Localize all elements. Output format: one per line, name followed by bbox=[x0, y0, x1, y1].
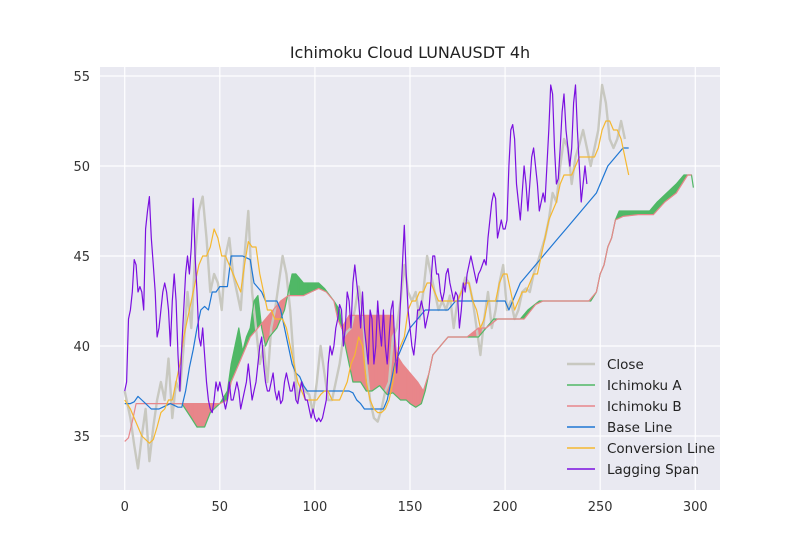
y-tick-label: 50 bbox=[73, 160, 90, 175]
tick-labels: 0 50 100 150 200 250 300 35 40 45 50 55 bbox=[73, 70, 707, 515]
legend-label: Close bbox=[607, 357, 644, 373]
y-tick-label: 35 bbox=[73, 430, 90, 445]
x-tick-label: 150 bbox=[398, 500, 423, 515]
legend-label: Ichimoku A bbox=[607, 378, 682, 394]
x-tick-label: 50 bbox=[212, 500, 229, 515]
x-tick-label: 0 bbox=[121, 500, 129, 515]
grid-lines bbox=[100, 67, 720, 490]
x-tick-label: 100 bbox=[302, 500, 327, 515]
y-tick-label: 40 bbox=[73, 340, 90, 355]
x-tick-label: 250 bbox=[588, 500, 613, 515]
chart-title: Ichimoku Cloud LUNAUSDT 4h bbox=[290, 43, 530, 62]
legend-label: Conversion Line bbox=[607, 441, 715, 457]
base-line-line bbox=[124, 147, 629, 410]
x-tick-label: 300 bbox=[683, 500, 708, 515]
legend-label: Lagging Span bbox=[607, 462, 699, 478]
conversion-line-line bbox=[124, 120, 630, 444]
legend-label: Base Line bbox=[607, 420, 672, 436]
y-tick-label: 45 bbox=[73, 250, 90, 265]
legend: Close Ichimoku A Ichimoku B Base Line Conver… bbox=[567, 357, 715, 478]
close-line bbox=[123, 83, 627, 470]
legend-label: Ichimoku B bbox=[607, 399, 682, 415]
x-tick-label: 200 bbox=[493, 500, 518, 515]
y-tick-label: 55 bbox=[73, 70, 90, 85]
series-lines bbox=[123, 83, 694, 470]
lagging-span-line bbox=[124, 84, 588, 423]
